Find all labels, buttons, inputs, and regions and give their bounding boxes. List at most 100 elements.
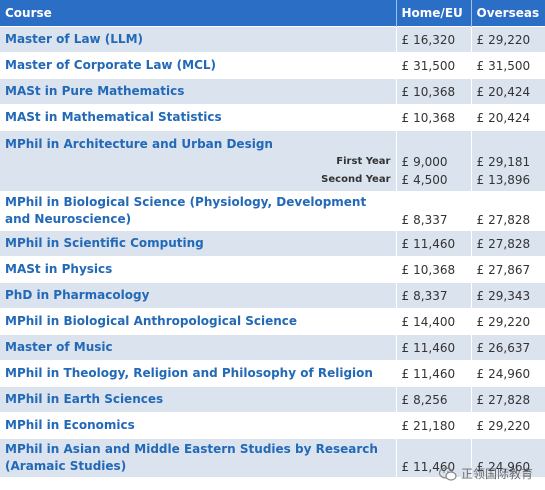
fee-value: 16,320 <box>413 32 456 47</box>
home-eu-fee-cell: £21,180 <box>396 412 472 439</box>
fee-value: 9,000 <box>413 155 448 169</box>
header-course: Course <box>0 0 397 27</box>
overseas-fee-cell: £26,637 <box>471 334 545 361</box>
course-cell: MASt in Mathematical Statistics <box>0 104 397 131</box>
fee-value: 29,220 <box>488 314 531 329</box>
fee-value: 10,368 <box>413 262 456 277</box>
fee-value: 29,181 <box>488 155 531 169</box>
fee-value: 11,460 <box>413 340 456 355</box>
home-eu-fee-cell: £11,460 <box>396 360 472 387</box>
currency-symbol: £ <box>401 288 410 303</box>
fee-value: 11,460 <box>413 460 456 474</box>
currency-symbol: £ <box>401 262 410 277</box>
table-row: MASt in Mathematical Statistics £10,368 £2… <box>0 104 545 131</box>
fee-value: 27,828 <box>488 213 531 227</box>
fee-value: 14,400 <box>413 314 456 329</box>
currency-symbol: £ <box>401 110 410 125</box>
watermark: 正领国际教育 <box>438 465 533 482</box>
fee-value: 29,343 <box>488 288 531 303</box>
currency-symbol: £ <box>401 366 410 381</box>
home-eu-fee-cell: £9,000 £4,500 <box>396 130 472 192</box>
table-row: MASt in Physics £10,368 £27,867 <box>0 256 545 283</box>
currency-symbol: £ <box>476 418 485 433</box>
course-cell: MPhil in Economics <box>0 412 397 439</box>
table-row: MPhil in Economics £21,180 £29,220 <box>0 412 545 439</box>
home-eu-fee-cell: £31,500 <box>396 52 472 79</box>
home-eu-fee-cell: £14,400 <box>396 308 472 335</box>
currency-symbol: £ <box>476 366 485 381</box>
overseas-fee-cell: £20,424 <box>471 104 545 131</box>
fee-value: 4,500 <box>413 173 448 187</box>
year-overseas-fee: £29,181 <box>477 153 541 171</box>
header-overseas: Overseas <box>471 0 545 27</box>
fee-value: 29,220 <box>488 32 531 47</box>
currency-symbol: £ <box>476 460 485 474</box>
course-cell: MPhil in Theology, Religion and Philosop… <box>0 360 397 387</box>
fee-value: 26,637 <box>488 340 531 355</box>
currency-symbol: £ <box>476 213 485 227</box>
fee-value: 8,337 <box>413 288 448 303</box>
currency-symbol: £ <box>401 173 410 187</box>
fee-value: 24,960 <box>488 366 531 381</box>
table-row: MPhil in Architecture and Urban Design Fi… <box>0 130 545 192</box>
fee-value: 27,867 <box>488 262 531 277</box>
overseas-fee-cell: £27,828 <box>471 386 545 413</box>
currency-symbol: £ <box>401 32 410 47</box>
currency-symbol: £ <box>401 58 410 73</box>
year-home-fee: £9,000 <box>402 153 466 171</box>
overseas-fee-cell: £29,181 £13,896 <box>471 130 545 192</box>
overseas-fee-cell: £27,828 <box>471 191 545 231</box>
currency-symbol: £ <box>476 392 485 407</box>
home-eu-fee-cell: £10,368 <box>396 78 472 105</box>
currency-symbol: £ <box>476 58 485 73</box>
year-label: Second Year <box>321 174 391 185</box>
home-eu-fee-cell: £8,337 <box>396 191 472 231</box>
course-cell: PhD in Pharmacology <box>0 282 397 309</box>
fee-value: 24,960 <box>488 460 531 474</box>
home-eu-fee-cell: £10,368 <box>396 256 472 283</box>
home-eu-fee-cell: £11,460 <box>396 438 472 477</box>
course-cell: Master of Corporate Law (MCL) <box>0 52 397 79</box>
currency-symbol: £ <box>401 392 410 407</box>
table-row: MPhil in Earth Sciences £8,256 £27,828 <box>0 386 545 413</box>
course-cell: MPhil in Biological Science (Physiology,… <box>0 191 397 231</box>
overseas-fee-cell: £31,500 <box>471 52 545 79</box>
home-eu-fee-cell: £8,337 <box>396 282 472 309</box>
overseas-fee-cell: £24,960 <box>471 438 545 477</box>
home-eu-fee-cell: £16,320 <box>396 26 472 53</box>
course-cell: MPhil in Earth Sciences <box>0 386 397 413</box>
fee-value: 27,828 <box>488 236 531 251</box>
course-cell: MPhil in Biological Anthropological Scie… <box>0 308 397 335</box>
home-eu-fee-cell: £11,460 <box>396 334 472 361</box>
home-eu-fee-cell: £8,256 <box>396 386 472 413</box>
course-cell: MPhil in Asian and Middle Eastern Studie… <box>0 438 397 477</box>
year-overseas-fee: £13,896 <box>477 171 541 189</box>
fee-value: 13,896 <box>488 173 531 187</box>
currency-symbol: £ <box>401 84 410 99</box>
fee-value: 29,220 <box>488 418 531 433</box>
currency-symbol: £ <box>476 173 485 187</box>
currency-symbol: £ <box>476 110 485 125</box>
currency-symbol: £ <box>476 340 485 355</box>
home-eu-fee-cell: £11,460 <box>396 230 472 257</box>
table-row: PhD in Pharmacology £8,337 £29,343 <box>0 282 545 309</box>
course-cell: MASt in Physics <box>0 256 397 283</box>
currency-symbol: £ <box>476 155 485 169</box>
fee-value: 31,500 <box>488 58 531 73</box>
wechat-icon <box>438 466 457 481</box>
fee-value: 8,256 <box>413 392 448 407</box>
table-row: Master of Corporate Law (MCL) £31,500 £31,… <box>0 52 545 79</box>
currency-symbol: £ <box>476 262 485 277</box>
table-header-row: Course Home/EU Overseas <box>0 0 545 27</box>
year-label: First Year <box>336 156 391 167</box>
course-cell: Master of Music <box>0 334 397 361</box>
fee-value: 8,337 <box>413 213 448 227</box>
year-home-fee: £4,500 <box>402 171 466 189</box>
currency-symbol: £ <box>401 236 410 251</box>
course-cell: MPhil in Scientific Computing <box>0 230 397 257</box>
overseas-fee-cell: £29,220 <box>471 26 545 53</box>
overseas-fee-cell: £29,343 <box>471 282 545 309</box>
overseas-fee-cell: £27,867 <box>471 256 545 283</box>
fees-table: Course Home/EU Overseas Master of Law (L… <box>0 0 545 477</box>
